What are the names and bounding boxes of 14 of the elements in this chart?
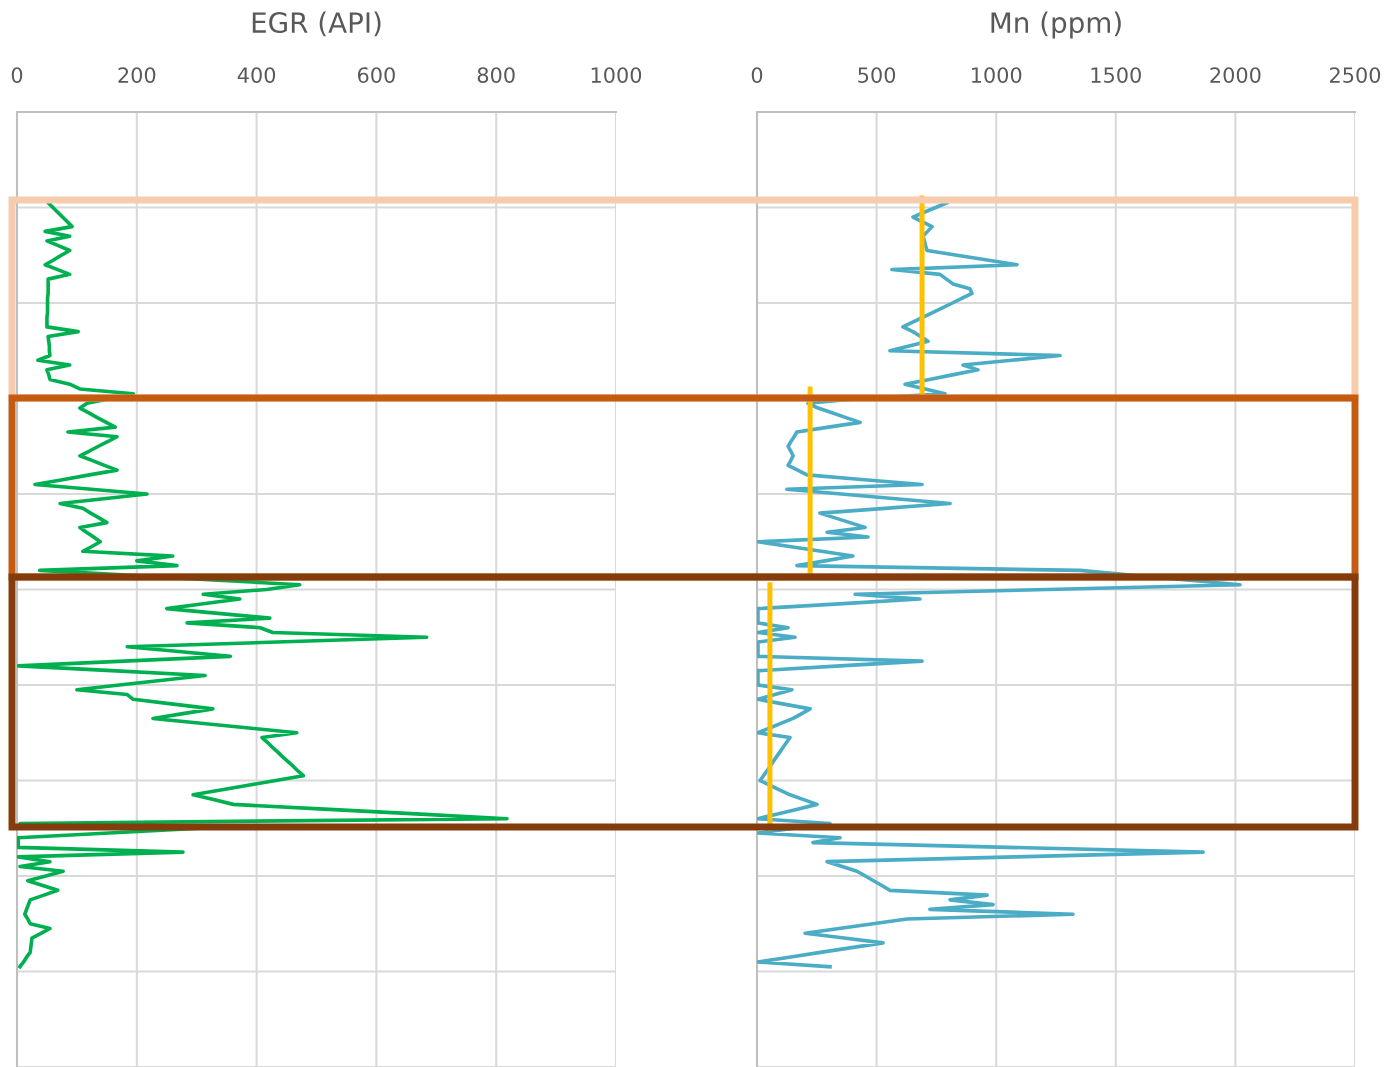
x-tick-label: 600: [357, 67, 395, 83]
x-tick-label: 1000: [591, 67, 642, 83]
x-tick-label: 500: [858, 67, 896, 83]
x-tick-label: 1000: [971, 67, 1022, 83]
x-tick-label: 2000: [1210, 67, 1261, 83]
x-tick-label: 400: [237, 67, 276, 83]
x-axis-title: EGR (API): [252, 11, 381, 37]
x-tick-label: 800: [477, 67, 515, 83]
x-axis-title: Mn (ppm): [991, 11, 1121, 39]
x-tick-label: 0: [11, 67, 23, 83]
x-tick-label: 200: [118, 67, 156, 83]
x-tick-label: 0: [751, 67, 763, 83]
x-tick-label: 2500: [1330, 67, 1381, 83]
x-tick-label: 1500: [1091, 67, 1141, 83]
